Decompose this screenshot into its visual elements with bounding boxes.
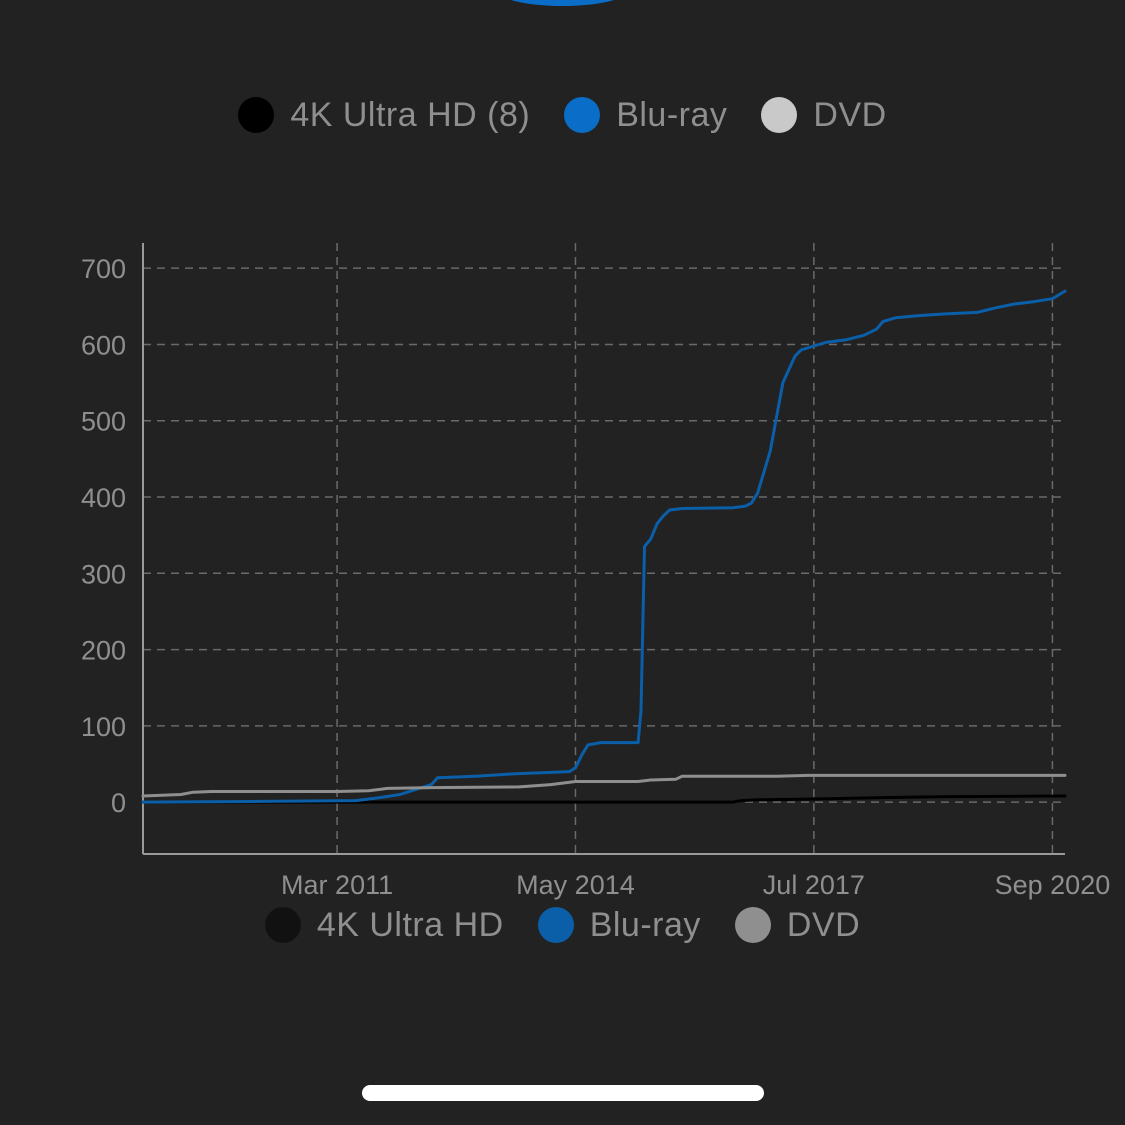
legend-bottom-item[interactable]: Blu-ray: [537, 905, 701, 945]
legend-bottom-item[interactable]: 4K Ultra HD: [264, 905, 504, 945]
y-tick-label: 600: [81, 330, 126, 360]
legend-color-dot-icon: [564, 97, 601, 133]
legend-top-label: DVD: [813, 95, 887, 134]
y-tick-label: 200: [81, 636, 126, 666]
x-tick-label: May 2014: [516, 870, 635, 900]
home-indicator[interactable]: [362, 1085, 764, 1101]
legend-color-dot-icon: [238, 97, 275, 133]
legend-bottom-label: DVD: [786, 905, 861, 944]
legend-bottom-label: 4K Ultra HD: [316, 905, 504, 944]
legend-top-item[interactable]: Blu-ray: [564, 96, 727, 135]
legend-color-dot-icon: [761, 97, 798, 133]
y-tick-label: 0: [111, 788, 126, 818]
legend-top: 4K Ultra HD (8) Blu-ray DVD: [0, 88, 1125, 142]
partial-circle-graphic: [500, 0, 625, 6]
y-tick-label: 100: [81, 712, 126, 742]
x-tick-label: Jul 2017: [763, 870, 865, 900]
legend-bottom-item[interactable]: DVD: [734, 905, 861, 945]
legend-top-label: Blu-ray: [616, 95, 728, 134]
legend-color-dot-icon: [537, 907, 574, 943]
series-line-4k-ultra-hd: [141, 794, 1067, 804]
y-tick-label: 500: [81, 407, 126, 437]
y-tick-label: 700: [81, 254, 126, 284]
legend-top-label: 4K Ultra HD (8): [290, 95, 531, 134]
legend-bottom: 4K Ultra HD Blu-ray DVD: [0, 900, 1125, 950]
x-tick-label: Sep 2020: [995, 870, 1111, 900]
legend-top-item[interactable]: 4K Ultra HD (8): [238, 96, 530, 135]
series-line-blu-ray: [141, 289, 1067, 804]
y-tick-label: 300: [81, 559, 126, 589]
x-tick-label: Mar 2011: [281, 870, 393, 900]
series-line-dvd: [141, 773, 1067, 798]
legend-color-dot-icon: [264, 907, 301, 943]
legend-top-item[interactable]: DVD: [761, 96, 886, 135]
legend-bottom-label: Blu-ray: [589, 905, 701, 944]
y-tick-label: 400: [81, 483, 126, 513]
legend-color-dot-icon: [734, 907, 771, 943]
